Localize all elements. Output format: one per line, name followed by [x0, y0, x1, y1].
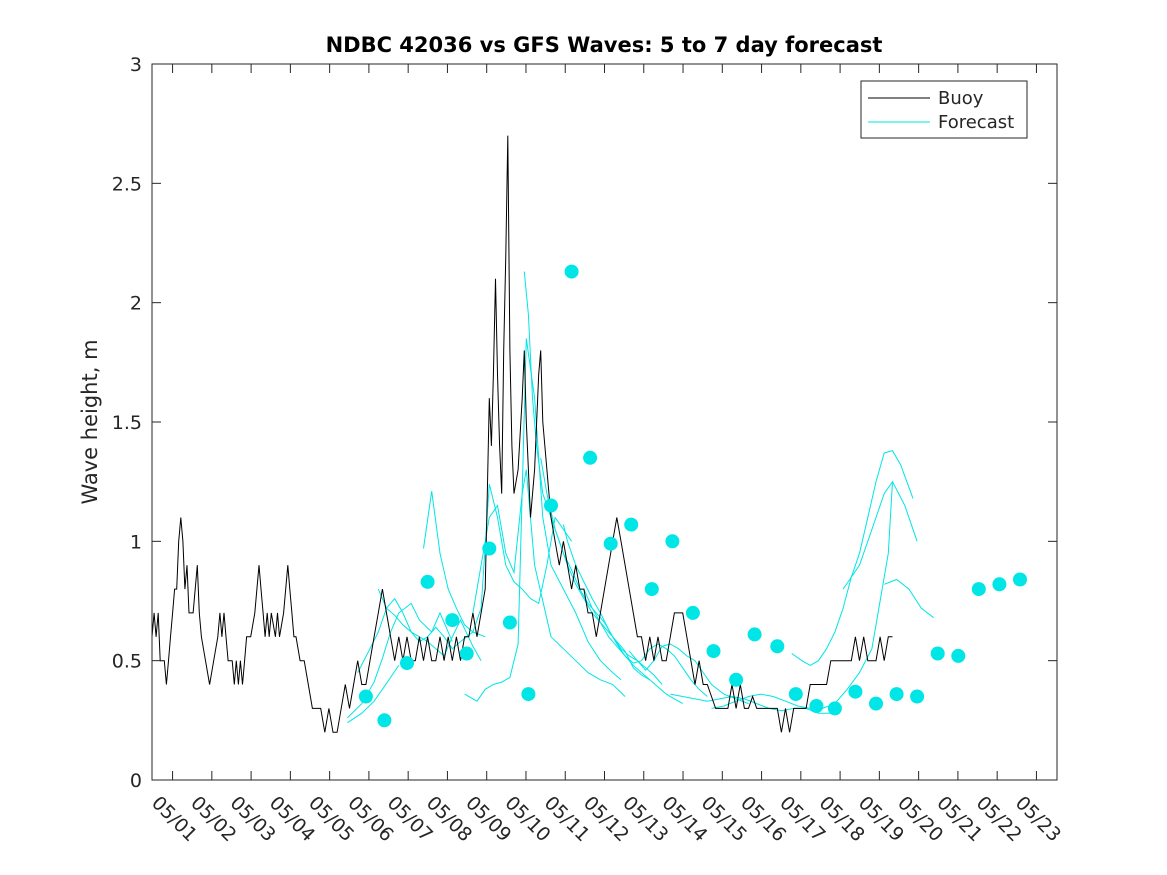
forecast-marker: [358, 689, 373, 704]
forecast-marker: [665, 534, 680, 549]
y-tick-label: 1: [130, 531, 142, 553]
forecast-marker: [400, 656, 414, 671]
forecast-marker: [971, 582, 986, 597]
y-tick-label: 1.5: [112, 412, 142, 434]
forecast-marker: [459, 646, 474, 661]
forecast-marker: [482, 541, 497, 556]
forecast-marker: [420, 574, 435, 589]
forecast-line: [347, 665, 400, 724]
forecast-marker: [644, 582, 659, 597]
forecast-marker: [685, 605, 700, 620]
forecast-marker: [848, 684, 863, 699]
forecast-marker: [869, 696, 883, 711]
forecast-marker: [889, 687, 904, 702]
forecast-marker: [930, 646, 945, 661]
y-tick-label: 2: [130, 293, 142, 315]
forecast-line: [540, 457, 663, 685]
forecast-marker: [1013, 572, 1027, 587]
forecast-marker: [377, 713, 392, 728]
forecast-line: [472, 469, 626, 697]
forecast-marker: [502, 615, 517, 630]
forecast-marker: [992, 577, 1007, 592]
forecast-line: [347, 602, 453, 719]
legend: Buoy Forecast: [860, 80, 1028, 139]
forecast-marker: [747, 627, 762, 642]
x-tick-label: 05/23: [1011, 792, 1065, 846]
forecast-marker: [603, 536, 618, 551]
buoy-series-line: [151, 135, 893, 733]
forecast-marker: [706, 644, 721, 659]
forecast-marker: [729, 672, 744, 687]
y-tick-label: 0.5: [112, 651, 142, 673]
y-axis: 0 0.5 1 1.5 2 2.5 3: [112, 54, 1057, 792]
legend-box: [860, 80, 1028, 139]
legend-label-buoy: Buoy: [938, 88, 984, 109]
forecast-marker: [788, 687, 803, 702]
y-axis-label: Wave height, m: [78, 339, 102, 504]
forecast-marker: [910, 689, 925, 704]
forecast-marker: [809, 699, 824, 713]
forecast-line: [842, 480, 918, 590]
forecast-line: [884, 578, 934, 619]
forecast-marker: [445, 613, 460, 628]
forecast-marker: [624, 517, 639, 532]
forecast-marker: [564, 264, 579, 279]
forecast-line: [562, 524, 683, 705]
forecast-marker: [770, 639, 785, 654]
plot-area: [152, 64, 1057, 780]
forecast-marker: [951, 648, 966, 663]
forecast-marker: [544, 498, 558, 513]
legend-label-forecast: Forecast: [938, 112, 1014, 133]
forecast-line: [583, 588, 708, 697]
forecast-markers: [358, 264, 1027, 728]
forecast-line: [464, 338, 622, 702]
buoy-line: [151, 135, 893, 733]
forecast-marker: [521, 687, 536, 702]
chart-title: NDBC 42036 vs GFS Waves: 5 to 7 day fore…: [326, 33, 883, 57]
y-tick-label: 0: [130, 770, 142, 792]
forecast-marker: [583, 450, 598, 465]
forecast-line: [628, 643, 749, 705]
forecast-marker: [827, 701, 842, 716]
forecast-line: [423, 483, 573, 633]
y-tick-label: 2.5: [112, 173, 142, 195]
y-tick-label: 3: [130, 54, 142, 76]
